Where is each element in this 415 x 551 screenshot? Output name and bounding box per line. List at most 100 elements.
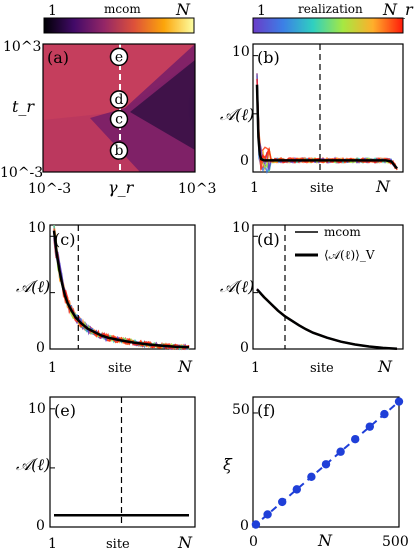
panel-label-e: (e)	[54, 401, 76, 420]
marker-circle-c	[109, 109, 129, 129]
colorbar-realization-right: N_r	[382, 0, 414, 19]
mean-curve	[255, 84, 398, 170]
scatter-point	[321, 460, 331, 469]
realization-curve	[256, 288, 398, 350]
xtick-d-right: N	[377, 357, 393, 376]
panel-d: (d) 𝒜(ℓ) 10 0 1 N site mcom ⟨𝒜(ℓ)⟩_V	[220, 220, 404, 376]
marker-circle-e	[109, 47, 129, 67]
scatter-point	[351, 434, 360, 444]
ytick-a-top: 10^3	[3, 39, 41, 55]
xtick-a-right: 10^3	[178, 181, 216, 197]
realization-curve	[53, 233, 190, 350]
axes-frame-a	[42, 43, 196, 173]
scatter-point	[380, 409, 389, 419]
realization-curve	[256, 289, 398, 350]
xlabel-d: site	[310, 361, 334, 376]
marker-label-b: b	[115, 143, 124, 159]
panel-label-c: (c)	[54, 230, 75, 249]
ylabel-d: 𝒜(ℓ)	[220, 277, 254, 296]
colorbar-realization-left: 1	[257, 3, 266, 19]
realization-curve	[256, 289, 398, 350]
xtick-b-left: 1	[250, 180, 259, 196]
ytick-a-bottom: 10^-3	[0, 165, 43, 181]
xtick-c-right: N	[177, 357, 193, 376]
plot-area-b	[253, 44, 398, 175]
legend-label-mcom: mcom	[324, 225, 361, 239]
scatter-point	[292, 485, 301, 494]
colorbar-realization-title: realization	[298, 2, 363, 16]
xlabel-a: γ_r	[108, 178, 135, 197]
realization-curve	[256, 288, 398, 350]
axes-frame-d	[252, 224, 404, 350]
scatter-point	[394, 397, 404, 406]
scatter-point	[251, 520, 261, 529]
scatter-point	[336, 447, 345, 456]
realization-curve	[53, 237, 190, 350]
axes-frame-e	[49, 396, 196, 528]
ytick-e-bottom: 0	[36, 518, 45, 534]
legend: mcom ⟨𝒜(ℓ)⟩_V	[295, 225, 375, 262]
plot-area-d	[253, 225, 398, 350]
xtick-d-left: 1	[251, 360, 260, 376]
xlabel-e: site	[106, 537, 130, 551]
ytick-c-bottom: 0	[36, 340, 45, 356]
realization-curve	[256, 73, 398, 170]
realization-curve	[256, 94, 398, 169]
realization-curve	[53, 239, 190, 351]
axes-frame-b	[252, 43, 404, 173]
realization-curve	[256, 288, 398, 350]
panel-c: (c) 𝒜(ℓ) 10 0 1 N site	[16, 220, 196, 376]
plot-area-f	[251, 397, 404, 529]
realization-curve	[256, 78, 398, 169]
xtick-f-left: 0	[249, 534, 258, 550]
xtick-e-right: N	[177, 533, 193, 551]
ytick-f-bottom: 0	[240, 518, 249, 534]
xtick-c-left: 1	[48, 360, 57, 376]
realization-curve	[256, 289, 398, 350]
ytick-d-top: 10	[232, 220, 250, 236]
ytick-e-top: 10	[28, 401, 46, 417]
xtick-f-right: 500	[382, 534, 409, 550]
ylabel-e: 𝒜(ℓ)	[16, 455, 50, 474]
axes-frame-f	[252, 396, 400, 528]
marker-label-d: d	[115, 92, 124, 108]
colorbar-mcom-left: 1	[48, 3, 57, 19]
plot-area-e	[50, 397, 189, 528]
realization-curve	[53, 237, 190, 350]
colorbar-mcom-gradient	[43, 17, 195, 34]
marker-label-e: e	[115, 49, 123, 65]
ytick-b-top: 10	[232, 44, 250, 60]
realization-curve	[256, 288, 398, 350]
xlabel-c: site	[108, 361, 132, 376]
colorbar-mcom: 1 mcom N	[43, 0, 195, 34]
scatter-point	[278, 497, 287, 507]
xlabel-f: N	[317, 531, 333, 550]
ytick-d-bottom: 0	[240, 340, 249, 356]
panel-f: (f) ξ 50 0 0 500 N	[223, 396, 409, 550]
colorbar-mcom-right: N	[175, 0, 191, 19]
ytick-c-top: 10	[28, 220, 46, 236]
marker-label-c: c	[115, 112, 123, 128]
ylabel-c: 𝒜(ℓ)	[16, 277, 50, 296]
xtick-a-left: 10^-3	[28, 181, 71, 197]
scatter-point	[365, 422, 374, 431]
heatmap-dark-core	[130, 60, 195, 150]
marker-circle-b	[109, 141, 129, 160]
panel-a: e dcb (a) 10^3 10^-3 10^-3 10^3 γ_r t_r	[0, 39, 216, 197]
realization-curve	[256, 90, 398, 169]
mean-curve	[256, 288, 398, 350]
colorbar-realization-gradient	[252, 17, 404, 34]
panel-label-b: (b)	[257, 48, 280, 67]
realization-curve	[256, 288, 397, 350]
panel-label-d: (d)	[257, 230, 280, 249]
panel-label-a: (a)	[47, 48, 69, 67]
colorbar-realization: 1 realization N_r	[252, 0, 414, 34]
ytick-b-bottom: 0	[240, 153, 249, 169]
panel-e: (e) 𝒜(ℓ) 10 0 1 N site	[16, 396, 196, 551]
realization-curve	[256, 73, 398, 173]
realization-curve	[256, 289, 398, 350]
xlabel-b: site	[310, 181, 334, 196]
realization-curve	[53, 233, 190, 350]
colorbar-mcom-title: mcom	[104, 2, 141, 16]
plot-area-c	[50, 224, 190, 351]
